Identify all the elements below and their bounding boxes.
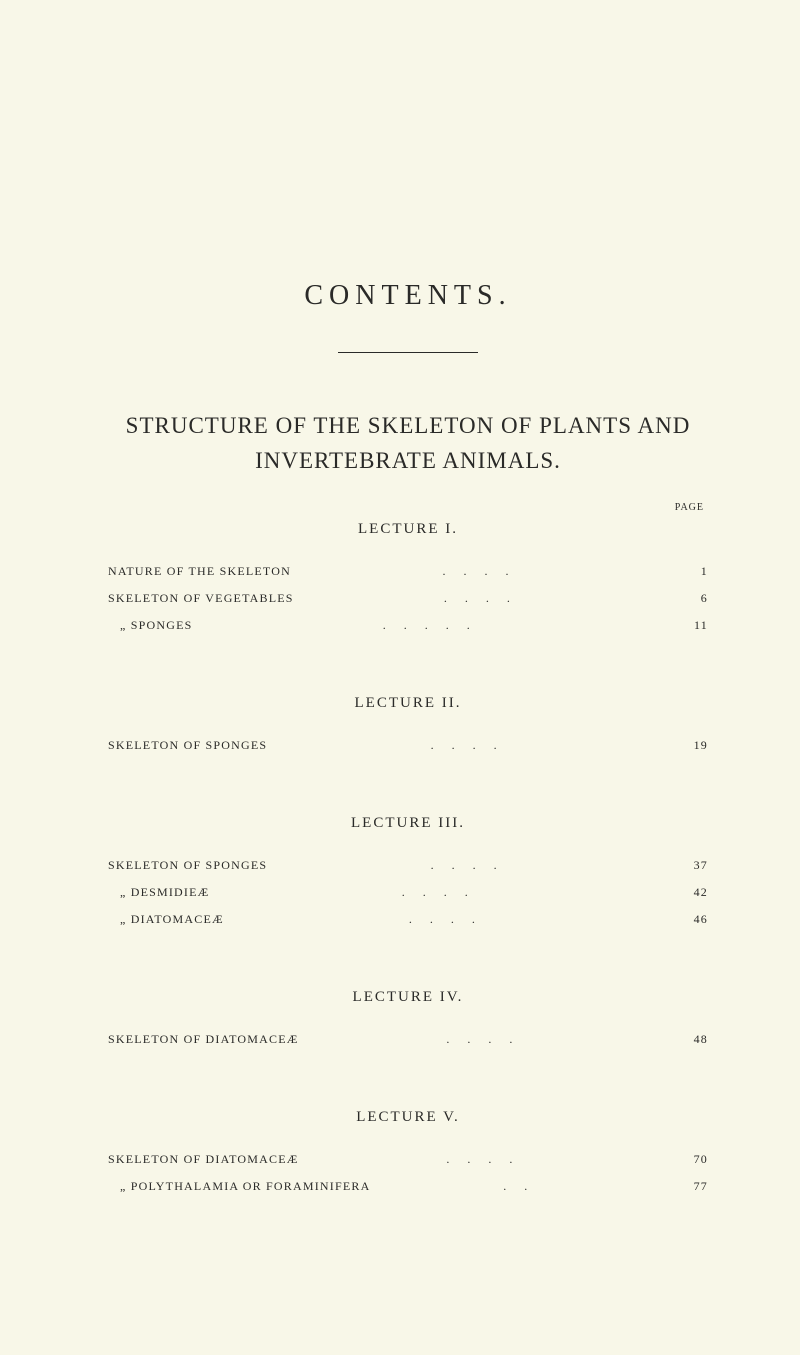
- toc-label: NATURE OF THE SKELETON: [108, 564, 291, 579]
- toc-entry: SKELETON OF SPONGES .... 37: [108, 858, 708, 873]
- toc-label: „ POLYTHALAMIA OR FORAMINIFERA: [120, 1179, 370, 1194]
- toc-label: SKELETON OF SPONGES: [108, 858, 267, 873]
- main-heading-line2: INVERTEBRATE ANIMALS.: [108, 444, 708, 479]
- toc-dots: ....: [299, 1152, 678, 1167]
- toc-dots: ....: [294, 591, 678, 606]
- toc-entry: „ DIATOMACEÆ .... 46: [108, 912, 708, 927]
- section-gap: [108, 765, 708, 807]
- toc-dots: ....: [267, 858, 678, 873]
- main-heading-line1: STRUCTURE OF THE SKELETON OF PLANTS AND: [108, 409, 708, 444]
- lecture-title-4: LECTURE IV.: [108, 989, 708, 1006]
- page-container: CONTENTS. STRUCTURE OF THE SKELETON OF P…: [0, 0, 800, 1266]
- section-gap: [108, 1059, 708, 1101]
- toc-page: 37: [678, 858, 708, 873]
- section-gap: [108, 645, 708, 687]
- main-heading: STRUCTURE OF THE SKELETON OF PLANTS AND …: [108, 409, 708, 478]
- section-gap: [108, 939, 708, 981]
- toc-entry: SKELETON OF DIATOMACEÆ .... 48: [108, 1032, 708, 1047]
- toc-dots: .....: [192, 618, 678, 633]
- title-divider: [338, 352, 478, 353]
- toc-label: „ DIATOMACEÆ: [120, 912, 224, 927]
- toc-page: 11: [678, 618, 708, 633]
- toc-label: SKELETON OF SPONGES: [108, 738, 267, 753]
- toc-page: 19: [678, 738, 708, 753]
- toc-dots: ....: [267, 738, 678, 753]
- toc-page: 6: [678, 591, 708, 606]
- lecture-title-2: LECTURE II.: [108, 695, 708, 712]
- toc-dots: ....: [210, 885, 678, 900]
- toc-page: 70: [678, 1152, 708, 1167]
- toc-entry: SKELETON OF DIATOMACEÆ .... 70: [108, 1152, 708, 1167]
- toc-page: 1: [678, 564, 708, 579]
- toc-entry: „ SPONGES ..... 11: [108, 618, 708, 633]
- toc-dots: ..: [370, 1179, 678, 1194]
- lecture-title-1: LECTURE I.: [108, 521, 708, 538]
- toc-page: 48: [678, 1032, 708, 1047]
- toc-page: 46: [678, 912, 708, 927]
- toc-label: „ DESMIDIEÆ: [120, 885, 210, 900]
- toc-page: 77: [678, 1179, 708, 1194]
- toc-label: SKELETON OF DIATOMACEÆ: [108, 1032, 299, 1047]
- toc-entry: „ DESMIDIEÆ .... 42: [108, 885, 708, 900]
- toc-entry: SKELETON OF VEGETABLES .... 6: [108, 591, 708, 606]
- page-column-label: PAGE: [108, 502, 708, 513]
- toc-label: SKELETON OF DIATOMACEÆ: [108, 1152, 299, 1167]
- toc-entry: „ POLYTHALAMIA OR FORAMINIFERA .. 77: [108, 1179, 708, 1194]
- toc-page: 42: [678, 885, 708, 900]
- toc-dots: ....: [291, 564, 678, 579]
- toc-label: SKELETON OF VEGETABLES: [108, 591, 294, 606]
- lecture-title-5: LECTURE V.: [108, 1109, 708, 1126]
- contents-title: CONTENTS.: [108, 280, 708, 312]
- toc-entry: NATURE OF THE SKELETON .... 1: [108, 564, 708, 579]
- toc-dots: ....: [299, 1032, 678, 1047]
- toc-label: „ SPONGES: [120, 618, 192, 633]
- toc-dots: ....: [224, 912, 678, 927]
- lecture-title-3: LECTURE III.: [108, 815, 708, 832]
- toc-entry: SKELETON OF SPONGES .... 19: [108, 738, 708, 753]
